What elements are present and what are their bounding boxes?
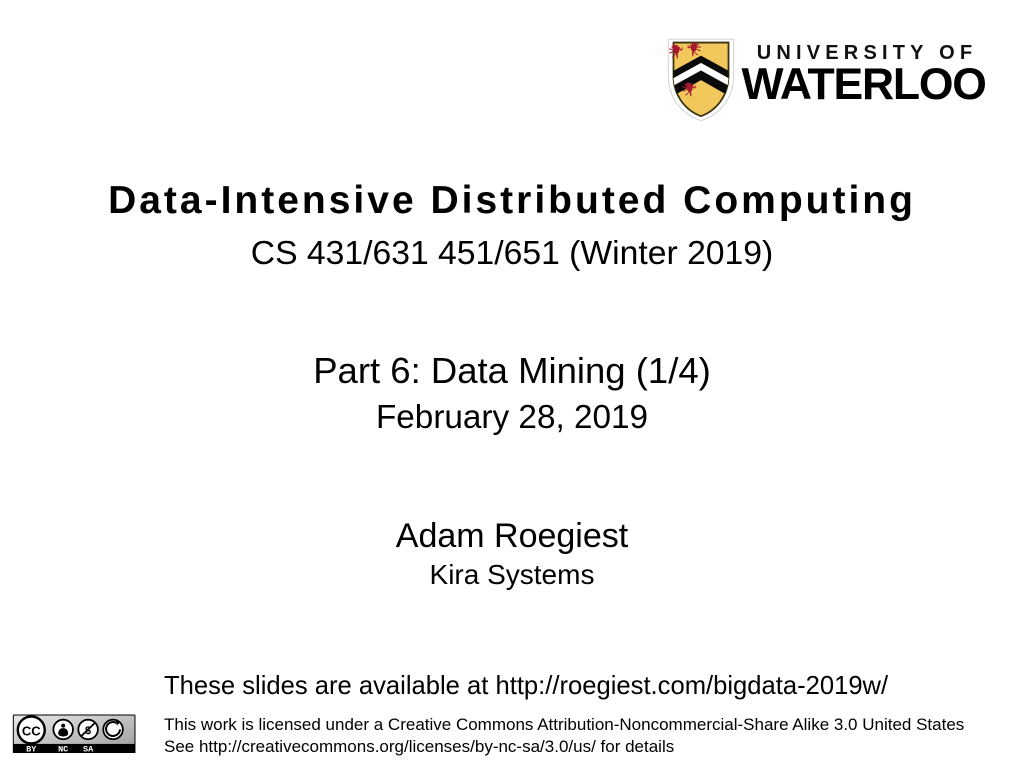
svg-text:BY: BY: [26, 744, 37, 753]
svg-text:CC: CC: [22, 723, 41, 738]
svg-text:SA: SA: [83, 744, 94, 753]
svg-text:NC: NC: [58, 744, 68, 753]
